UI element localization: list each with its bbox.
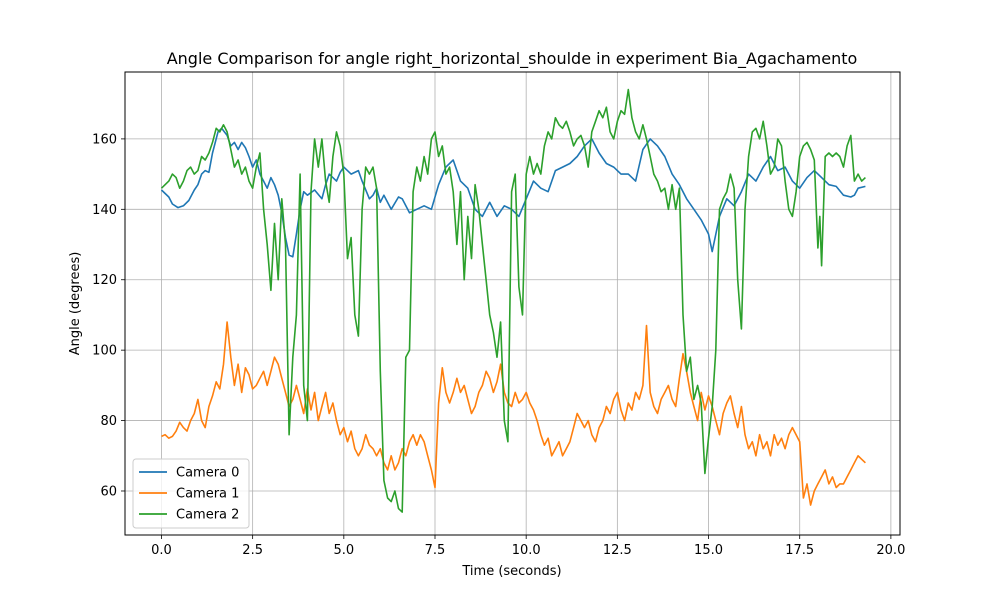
x-tick-label: 0.0 [151, 543, 172, 558]
x-tick-label: 10.0 [512, 543, 541, 558]
chart-title: Angle Comparison for angle right_horizon… [167, 49, 858, 69]
x-axis-label: Time (seconds) [461, 564, 561, 579]
y-axis-label: Angle (degrees) [68, 252, 83, 356]
x-tick-label: 2.5 [242, 543, 263, 558]
x-tick-label: 5.0 [333, 543, 354, 558]
series-line-camera-1 [161, 321, 866, 506]
plot-frame [124, 71, 901, 536]
x-tick-label: 17.5 [785, 543, 814, 558]
legend-label-camera-1: Camera 1 [176, 487, 239, 502]
y-tick-label: 160 [92, 132, 117, 147]
y-tick-label: 140 [92, 203, 117, 218]
legend-label-camera-0: Camera 0 [176, 466, 239, 481]
legend-label-camera-2: Camera 2 [176, 508, 239, 523]
legend: Camera 0 Camera 1 Camera 2 [132, 458, 250, 529]
series-line-camera-0 [160, 127, 866, 258]
x-tick-label: 15.0 [694, 543, 723, 558]
x-tick-label: 7.5 [425, 543, 446, 558]
legend-box [132, 458, 250, 529]
y-tick-label: 60 [100, 484, 117, 499]
y-tick-label: 120 [92, 273, 117, 288]
x-tick-label: 20.0 [876, 543, 905, 558]
x-axis: 0.0 2.5 5.0 7.5 10.0 12.5 15.0 17.5 20.0 [151, 535, 905, 558]
x-tick-label: 12.5 [603, 543, 632, 558]
y-axis: 60 80 100 120 140 160 [92, 132, 125, 499]
y-tick-label: 80 [100, 414, 117, 429]
series-line-camera-2 [160, 88, 866, 513]
series-layer [160, 88, 866, 513]
y-tick-label: 100 [92, 344, 117, 359]
